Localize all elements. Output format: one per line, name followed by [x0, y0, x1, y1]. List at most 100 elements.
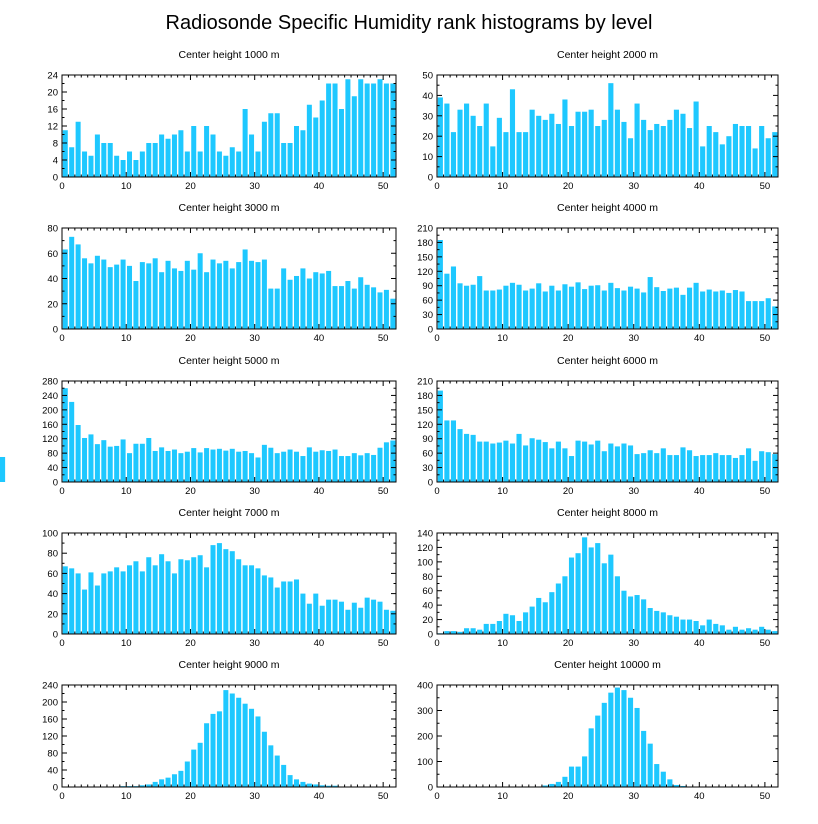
bar: [159, 134, 165, 177]
y-tick-label: 0: [53, 783, 58, 794]
bar: [739, 291, 745, 329]
bar: [139, 785, 145, 787]
bar: [114, 264, 120, 329]
x-tick-label: 30: [628, 486, 639, 497]
bar: [204, 567, 210, 634]
bar: [332, 449, 338, 482]
bar: [634, 707, 640, 787]
bar: [178, 559, 184, 634]
bar: [437, 390, 443, 482]
bar: [713, 132, 719, 177]
y-tick-label: 50: [422, 71, 433, 82]
bar: [94, 444, 100, 483]
y-tick-label: 100: [417, 557, 433, 568]
bar: [313, 117, 319, 177]
bar: [114, 445, 120, 482]
bar: [719, 625, 725, 634]
bar: [509, 282, 516, 329]
bar: [165, 450, 171, 482]
y-tick-label: 20: [422, 132, 433, 143]
y-tick-label: 0: [53, 325, 58, 336]
bar: [165, 777, 171, 787]
bar: [726, 292, 732, 329]
bar: [660, 612, 666, 634]
bar: [660, 291, 666, 329]
bar: [490, 623, 496, 634]
bar: [101, 259, 107, 329]
bar: [364, 83, 370, 177]
bar: [184, 451, 190, 482]
bar: [319, 100, 325, 177]
bar: [549, 592, 555, 634]
x-tick-label: 20: [185, 791, 196, 802]
x-tick-label: 0: [59, 333, 64, 344]
bar: [437, 97, 443, 177]
bar: [287, 775, 293, 787]
y-tick-label: 160: [42, 715, 58, 726]
bar: [236, 151, 242, 177]
bar: [621, 690, 627, 787]
bar: [75, 244, 81, 329]
bar: [197, 253, 203, 329]
bar: [660, 448, 666, 482]
bar: [562, 576, 568, 634]
bar: [654, 453, 660, 482]
bar: [700, 455, 706, 482]
bar: [562, 99, 568, 177]
bar: [274, 587, 280, 634]
bar: [634, 595, 640, 634]
bar: [390, 83, 396, 177]
bar: [680, 294, 686, 329]
bar: [582, 756, 588, 787]
bar: [693, 101, 699, 177]
bar: [660, 126, 666, 177]
bar: [152, 143, 158, 177]
bar: [680, 619, 686, 634]
y-tick-label: 120: [417, 420, 433, 431]
bar: [647, 130, 653, 177]
bar: [300, 456, 306, 482]
bar: [204, 448, 210, 482]
bar: [562, 448, 568, 482]
bar: [127, 151, 133, 177]
bar: [772, 132, 778, 177]
bar: [726, 629, 732, 634]
y-tick-label: 10: [422, 152, 433, 163]
bar: [255, 568, 261, 634]
y-tick-label: 100: [42, 529, 58, 540]
bar: [437, 240, 443, 329]
y-tick-label: 90: [422, 281, 433, 292]
bar: [686, 128, 693, 177]
bar: [216, 151, 222, 177]
bar: [268, 745, 274, 787]
bar: [503, 613, 509, 634]
x-tick-label: 0: [59, 486, 64, 497]
bar: [496, 621, 502, 634]
bar: [444, 103, 450, 177]
bar: [726, 455, 732, 482]
bar: [377, 447, 383, 482]
bar: [171, 134, 177, 177]
y-tick-label: 0: [428, 478, 433, 489]
bar: [601, 563, 607, 634]
y-tick-label: 20: [47, 299, 58, 310]
bar: [759, 301, 765, 329]
x-tick-label: 0: [59, 638, 64, 649]
x-tick-label: 30: [249, 333, 260, 344]
bar: [483, 290, 489, 329]
bar: [319, 785, 325, 787]
bar: [326, 450, 332, 482]
bar: [274, 453, 280, 482]
bar: [152, 781, 158, 787]
bar: [75, 425, 81, 482]
bar: [601, 119, 607, 177]
bar: [364, 284, 370, 329]
y-tick-label: 280: [42, 377, 58, 388]
y-tick-label: 180: [417, 391, 433, 402]
bar: [184, 560, 190, 634]
bar: [223, 450, 229, 482]
bar: [444, 420, 450, 482]
bar: [306, 783, 312, 787]
bar: [191, 749, 197, 787]
bar: [686, 287, 693, 329]
